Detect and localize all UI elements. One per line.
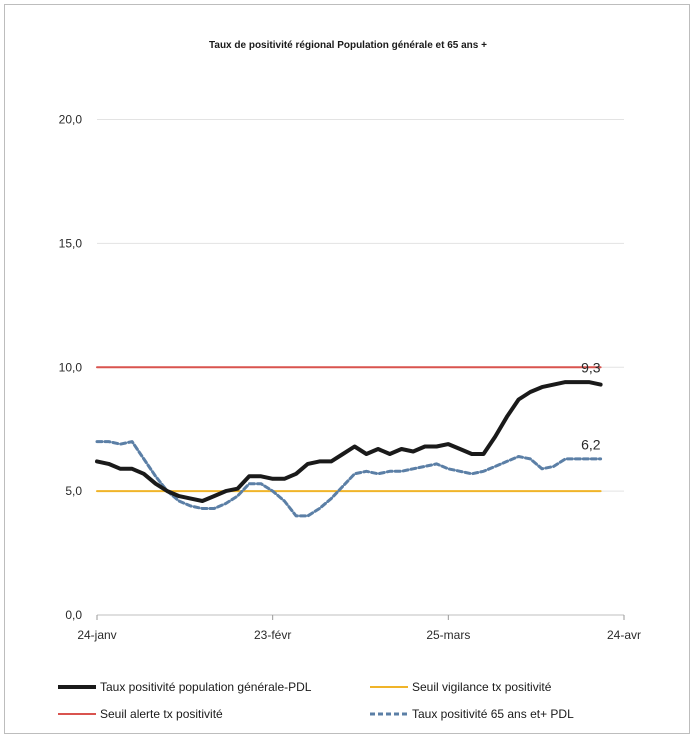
y-tick-label: 0,0 — [65, 608, 82, 622]
y-tick-label: 20,0 — [59, 113, 83, 127]
data-label: 9,3 — [581, 360, 601, 376]
x-tick-label: 23-févr — [254, 628, 291, 642]
x-tick-label: 25-mars — [426, 628, 470, 642]
series-group — [95, 366, 603, 518]
x-tick-label: 24-janv — [77, 628, 116, 642]
chart-frame — [4, 4, 690, 734]
end-labels: 9,3 6,2 — [581, 360, 601, 453]
legend-label: Taux positivité population générale-PDL — [100, 680, 312, 694]
series-line — [95, 380, 603, 503]
legend-label: Seuil alerte tx positivité — [100, 707, 223, 721]
data-label: 6,2 — [581, 436, 601, 452]
y-tick-label: 15,0 — [59, 236, 83, 250]
series-line — [95, 440, 603, 518]
x-axis: 24-janv 23-févr 25-mars 24-avr — [77, 614, 641, 642]
y-tick-label: 10,0 — [59, 360, 83, 374]
legend: Taux positivité population générale-PDL S… — [58, 680, 574, 721]
y-axis-ticks: 0,0 5,0 10,0 15,0 20,0 — [59, 113, 83, 622]
chart-title: Taux de positivité régional Population g… — [209, 40, 487, 51]
legend-label: Seuil vigilance tx positivité — [412, 680, 552, 694]
x-tick-label: 24-avr — [607, 628, 641, 642]
gridlines — [97, 119, 624, 492]
y-tick-label: 5,0 — [65, 484, 82, 498]
legend-label: Taux positivité 65 ans et+ PDL — [412, 707, 574, 721]
